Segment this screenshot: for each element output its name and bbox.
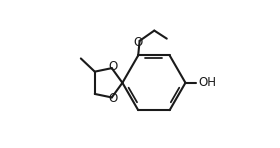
Text: O: O	[108, 60, 118, 73]
Text: O: O	[133, 36, 143, 49]
Text: O: O	[108, 92, 118, 105]
Text: OH: OH	[198, 76, 216, 89]
